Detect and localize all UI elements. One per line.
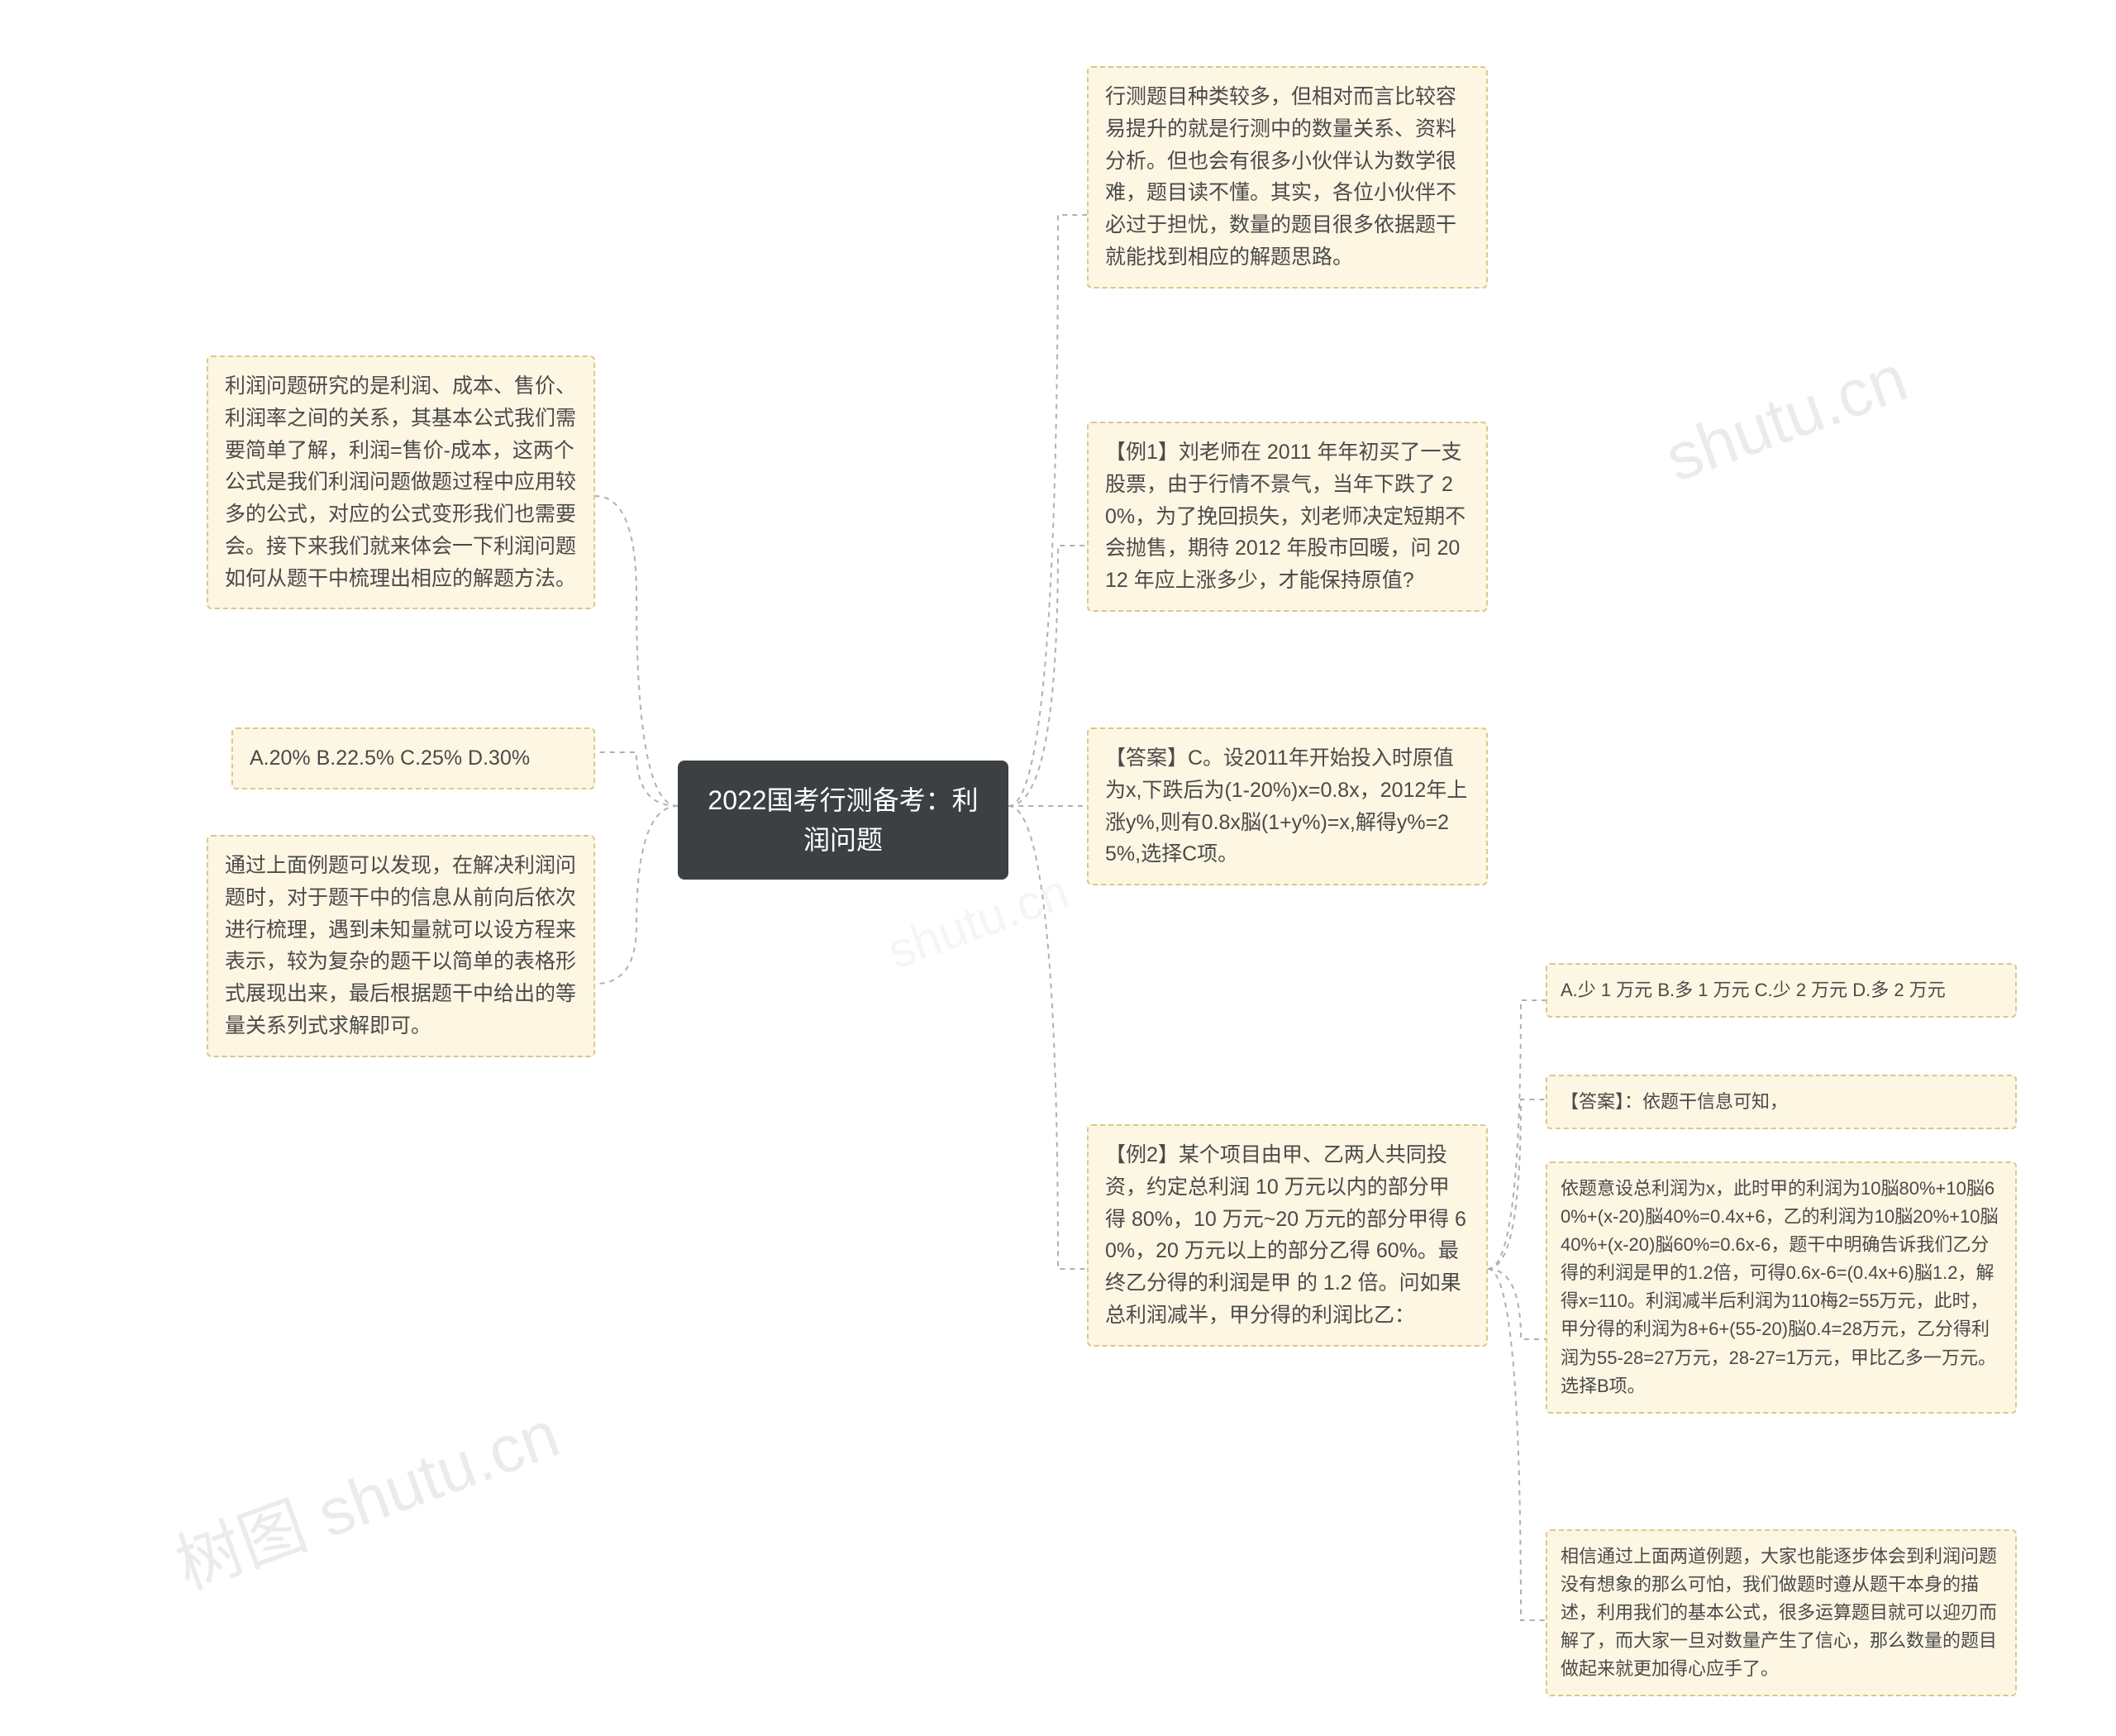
right-node-intro: 行测题目种类较多，但相对而言比较容易提升的就是行测中的数量关系、资料分析。但也会…: [1087, 66, 1488, 289]
sub-node-solution2: 依题意设总利润为x，此时甲的利润为10脳80%+10脳60%+(x-20)脳40…: [1546, 1161, 2017, 1414]
right-node-example2: 【例2】某个项目由甲、乙两人共同投资，约定总利润 10 万元以内的部分甲得 80…: [1087, 1124, 1488, 1347]
sub-node-answer-lead: 【答案】：依题干信息可知，: [1546, 1075, 2017, 1129]
root-node: 2022国考行测备考：利润问题: [678, 761, 1008, 880]
left-node-summary: 通过上面例题可以发现，在解决利润问题时，对于题干中的信息从前向后依次进行梳理，遇…: [207, 835, 595, 1057]
sub-node-conclusion: 相信通过上面两道例题，大家也能逐步体会到利润问题没有想象的那么可怕，我们做题时遵…: [1546, 1529, 2017, 1696]
watermark: shutu.cn: [1656, 340, 1917, 497]
left-node-formula-intro: 利润问题研究的是利润、成本、售价、利润率之间的关系，其基本公式我们需要简单了解，…: [207, 355, 595, 609]
watermark: 树图 shutu.cn: [161, 1381, 570, 1609]
right-node-answer1: 【答案】C。设2011年开始投入时原值为x,下跌后为(1-20%)x=0.8x，…: [1087, 727, 1488, 885]
sub-node-options2: A.少 1 万元 B.多 1 万元 C.少 2 万元 D.多 2 万元: [1546, 963, 2017, 1018]
left-node-options: A.20% B.22.5% C.25% D.30%: [231, 727, 595, 789]
watermark: shutu.cn: [880, 862, 1076, 980]
right-node-example1: 【例1】刘老师在 2011 年年初买了一支股票，由于行情不景气，当年下跌了 20…: [1087, 422, 1488, 612]
